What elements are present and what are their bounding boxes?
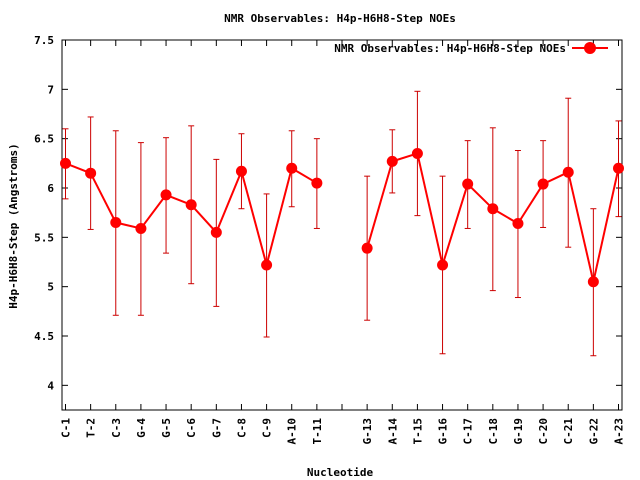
data-point — [487, 203, 499, 215]
data-point — [462, 178, 474, 190]
data-point — [85, 167, 97, 179]
legend: NMR Observables: H4p-H6H8-Step NOEs — [334, 42, 608, 55]
series-line-segment — [366, 161, 394, 249]
data-point — [411, 147, 423, 159]
legend-label: NMR Observables: H4p-H6H8-Step NOEs — [334, 42, 566, 55]
y-tick-label: 7 — [47, 83, 54, 96]
data-point — [60, 157, 71, 169]
series-line-segment — [140, 194, 167, 230]
series-line-segment — [190, 204, 218, 234]
x-tick-label: A-14 — [386, 418, 399, 445]
data-point — [587, 276, 599, 288]
x-tick-label: A-23 — [613, 418, 626, 445]
x-tick-label: T-15 — [411, 418, 424, 445]
data-point — [235, 165, 247, 177]
data-point — [286, 162, 298, 174]
y-tick-label: 7.5 — [34, 34, 54, 47]
x-tick-label: A-10 — [286, 418, 299, 445]
series-layer — [60, 90, 624, 357]
x-tick-label: G-22 — [587, 418, 600, 445]
y-tick-label: 5.5 — [34, 231, 54, 244]
x-tick-label: G-5 — [160, 418, 173, 438]
x-tick-label: C-9 — [261, 418, 274, 438]
series-line-segment — [592, 168, 620, 282]
x-tick-label: C-17 — [462, 418, 475, 445]
data-point — [110, 217, 122, 229]
data-point — [512, 218, 524, 230]
y-tick-label: 6.5 — [34, 133, 54, 146]
data-point — [261, 259, 273, 271]
series-line-segment — [466, 183, 494, 210]
x-tick-label: C-6 — [185, 418, 198, 438]
series-line-segment — [215, 170, 243, 233]
x-tick-label: C-18 — [487, 418, 500, 445]
chart-title: NMR Observables: H4p-H6H8-Step NOEs — [224, 12, 456, 25]
y-tick-label: 4.5 — [34, 330, 54, 343]
data-point — [537, 178, 549, 190]
y-tick-label: 5 — [47, 281, 54, 294]
series-line-segment — [517, 183, 544, 225]
data-point — [361, 242, 373, 254]
x-tick-label: G-7 — [210, 418, 223, 438]
data-point — [386, 155, 398, 167]
series-line-segment — [240, 170, 268, 266]
x-tick-label: G-19 — [512, 418, 525, 445]
series-line-segment — [567, 171, 595, 282]
x-tick-label: C-21 — [562, 418, 575, 445]
y-tick-label: 4 — [47, 379, 54, 392]
data-point — [311, 177, 323, 189]
x-tick-label: C-1 — [60, 418, 73, 438]
x-tick-label: G-16 — [437, 418, 450, 445]
x-tick-label: C-20 — [537, 418, 550, 445]
x-tick-label: T-11 — [311, 418, 324, 445]
series-line-segment — [416, 153, 444, 266]
x-tick-label: G-13 — [361, 418, 374, 445]
y-tick-label: 6 — [47, 182, 54, 195]
series-line-segment — [441, 183, 469, 266]
data-point — [613, 162, 624, 174]
series-line-segment — [265, 168, 293, 266]
series-line-segment — [89, 172, 117, 223]
x-tick-label: T-2 — [85, 418, 98, 438]
x-axis-label: Nucleotide — [307, 466, 374, 479]
axis-ticks: 4 4.5 5 5.5 6 6.5 7 7.5 C-1 T-2 C-3 G-4 G-5 C-6 G-7 C-8… — [34, 34, 625, 445]
data-point — [160, 189, 172, 201]
legend-marker — [584, 42, 596, 54]
y-axis-label: H4p-H6H8-Step (Angstroms) — [7, 143, 20, 309]
data-point — [210, 226, 222, 238]
x-tick-label: G-4 — [135, 418, 148, 438]
data-point — [562, 166, 574, 178]
data-point — [437, 259, 449, 271]
plot-area — [61, 39, 623, 411]
x-tick-label: C-8 — [235, 418, 248, 438]
data-point — [135, 222, 147, 234]
x-tick-label: C-3 — [110, 418, 123, 438]
data-point — [185, 199, 197, 211]
